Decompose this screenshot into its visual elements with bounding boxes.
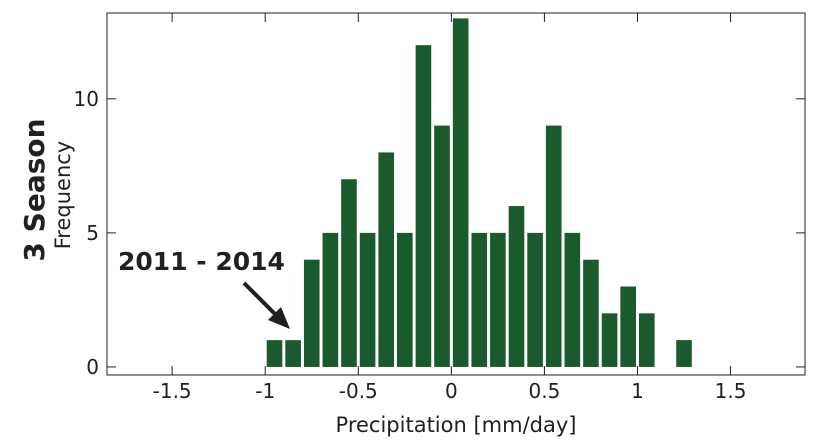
y-tick-label: 10: [74, 87, 99, 111]
bar: [397, 232, 413, 367]
bar: [434, 125, 450, 367]
bar: [676, 340, 692, 367]
x-axis-label: Precipitation [mm/day]: [336, 413, 577, 437]
bars-group: [266, 18, 692, 367]
x-tick-label: 0: [445, 379, 458, 403]
bar: [285, 340, 301, 367]
bar: [378, 152, 395, 367]
bar: [490, 232, 506, 367]
x-ticks-group: -1.5 -1 -0.5 0 0.5 1 1.5: [153, 13, 747, 403]
x-tick-label: -1: [255, 379, 275, 403]
x-tick-label: 0.5: [529, 379, 561, 403]
bar: [601, 313, 618, 367]
bar: [527, 232, 543, 367]
bar: [620, 286, 636, 367]
x-tick-label: 1: [631, 379, 644, 403]
bar: [545, 125, 562, 367]
x-tick-label: -1.5: [153, 379, 192, 403]
bar: [471, 232, 488, 367]
y-ticks-group: 0 5 10: [74, 87, 805, 379]
bar: [415, 45, 432, 367]
bar: [638, 313, 655, 367]
annotation-arrow: [242, 281, 290, 329]
bar: [508, 206, 525, 367]
bar: [266, 340, 283, 367]
annotation-label: 2011 - 2014: [118, 247, 285, 276]
x-tick-label: 1.5: [715, 379, 747, 403]
bar: [359, 232, 376, 367]
y-tick-label: 0: [86, 355, 99, 379]
y-tick-label: 5: [86, 221, 99, 245]
bar: [583, 259, 599, 367]
bar: [322, 232, 339, 367]
y-axis-label: Frequency: [51, 141, 75, 250]
plot-frame: [106, 12, 806, 376]
bar: [303, 259, 320, 367]
bar: [452, 18, 469, 367]
side-title: 3 Season: [18, 118, 51, 261]
bar: [564, 232, 581, 367]
x-tick-label: -0.5: [339, 379, 378, 403]
bar: [341, 179, 357, 367]
